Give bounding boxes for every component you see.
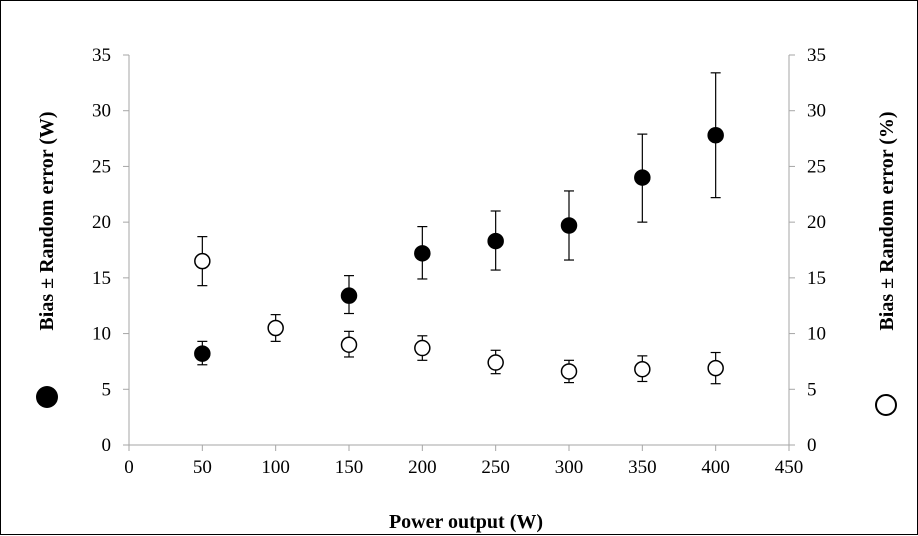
x-tick-label: 400 — [701, 457, 730, 478]
open-point — [634, 360, 651, 378]
y-left-tick-label: 5 — [102, 379, 112, 400]
left-axis-filled-marker — [36, 386, 58, 408]
x-tick-label: 150 — [335, 457, 364, 478]
x-tick-label: 300 — [555, 457, 584, 478]
x-axis-title: Power output (W) — [389, 511, 543, 533]
x-tick-label: 450 — [775, 457, 804, 478]
open-point — [487, 354, 504, 371]
filled-point — [634, 169, 651, 186]
open-point — [194, 252, 211, 270]
y-right-axis-title: Bias ± Random error (%) — [876, 111, 898, 330]
y-right-tick-label: 35 — [807, 45, 826, 66]
y-left-tick-label: 0 — [102, 435, 112, 456]
filled-point — [414, 245, 431, 262]
filled-point — [487, 232, 504, 250]
y-left-tick-label: 30 — [92, 101, 111, 122]
open-point — [340, 336, 358, 353]
y-left-tick-label: 35 — [92, 45, 111, 66]
y-left-tick-label: 25 — [92, 156, 111, 177]
y-right-tick-label: 15 — [807, 268, 826, 289]
y-right-tick-label: 10 — [807, 324, 826, 345]
y-right-tick-label: 30 — [807, 101, 826, 122]
right-axis-open-marker — [875, 394, 897, 416]
y-right-tick-label: 25 — [807, 156, 826, 177]
y-right-tick-label: 5 — [807, 379, 817, 400]
filled-point — [194, 345, 211, 362]
y-left-tick-label: 20 — [92, 212, 111, 233]
open-point — [267, 319, 284, 337]
label-layer: Power output (W) Bias ± Random error (W)… — [36, 111, 898, 533]
x-tick-label: 50 — [193, 457, 212, 478]
open-point — [560, 363, 578, 380]
open-point — [414, 339, 431, 357]
open-point — [707, 359, 724, 377]
y-right-tick-label: 0 — [807, 435, 817, 456]
y-left-tick-label: 15 — [92, 268, 111, 289]
x-tick-label: 250 — [481, 457, 510, 478]
axes-layer: 0 50 100 150 200 250 300 350 400 4500510152025303… — [92, 45, 826, 478]
x-tick-label: 0 — [124, 457, 134, 478]
x-tick-label: 350 — [628, 457, 657, 478]
x-tick-label: 200 — [408, 457, 437, 478]
y-right-tick-label: 20 — [807, 212, 826, 233]
marker-layer — [194, 126, 724, 380]
y-left-axis-title: Bias ± Random error (W) — [36, 111, 58, 330]
filled-point — [560, 217, 578, 234]
errorbar-layer — [197, 72, 721, 385]
filled-point — [707, 126, 724, 144]
filled-point — [340, 287, 358, 304]
x-tick-label: 100 — [261, 457, 290, 478]
y-left-tick-label: 10 — [92, 324, 111, 345]
